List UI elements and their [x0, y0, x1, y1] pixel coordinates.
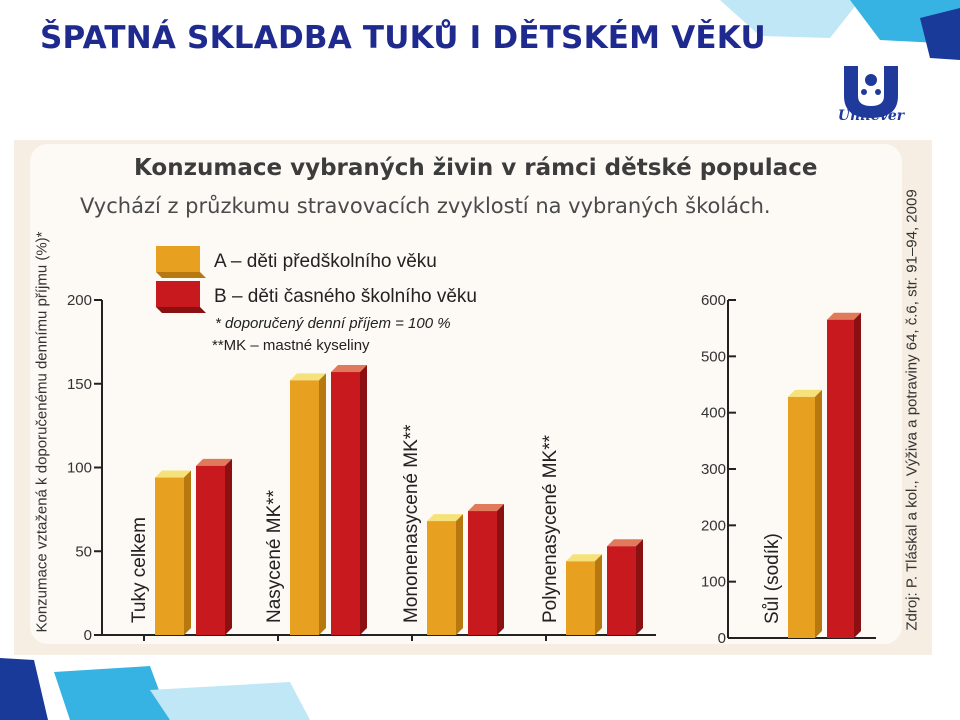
bar-b-side — [225, 458, 232, 635]
bar-b-top — [468, 504, 504, 512]
bar-a-side — [456, 514, 463, 635]
bar-b-top — [827, 312, 861, 320]
bar-b — [196, 465, 225, 635]
right-y-tick-label: 400 — [701, 405, 726, 422]
deco-light-blue-shape — [720, 0, 860, 38]
top-right-decoration — [720, 0, 960, 60]
bar-b — [607, 546, 636, 635]
right-y-tick-label: 0 — [718, 630, 726, 647]
bar-a-top — [788, 389, 822, 397]
right-y-tick-label: 600 — [701, 292, 726, 309]
deco-pale-blue-shape — [150, 682, 310, 720]
right-y-tick-label: 300 — [701, 461, 726, 478]
legend-swatch — [156, 281, 200, 307]
legend-label: B – děti časného školního věku — [214, 286, 477, 307]
bar-a-side — [595, 554, 602, 635]
left-y-tick-label: 150 — [67, 376, 92, 393]
left-y-tick-label: 100 — [67, 460, 92, 477]
bar-b-side — [854, 312, 861, 638]
deco-cyan-bottom-shape — [54, 666, 170, 720]
right-y-tick-label: 500 — [701, 348, 726, 365]
bar-b-top — [331, 365, 367, 373]
right-y-tick-label: 100 — [701, 574, 726, 591]
bar-a-top — [290, 373, 326, 381]
bar-a — [155, 477, 184, 635]
bar-b-top — [607, 539, 643, 547]
bar-b — [827, 319, 854, 638]
bar-a-top — [427, 514, 463, 522]
left-y-tick-label: 0 — [84, 627, 92, 644]
bar-a — [788, 396, 815, 638]
bar-b-side — [636, 539, 643, 635]
left-y-tick-label: 200 — [67, 292, 92, 309]
bar-a — [566, 561, 595, 635]
bar-a-side — [319, 373, 326, 635]
deco-navy-shape — [0, 658, 48, 720]
right-y-tick-label: 200 — [701, 517, 726, 534]
legend-swatch-shadow — [156, 307, 206, 313]
category-label: Nasycené MK** — [264, 489, 285, 623]
legend-label: A – děti předškolního věku — [214, 251, 437, 272]
bar-b-side — [360, 365, 367, 635]
unilever-logo-icon — [844, 66, 898, 118]
bar-a-top — [155, 470, 191, 478]
chart-subtitle: Vychází z průzkumu stravovacích zvyklost… — [80, 194, 771, 218]
bar-a-side — [815, 389, 822, 638]
chart-title: Konzumace vybraných živin v rámci dětské… — [134, 155, 818, 181]
bar-b — [468, 511, 497, 635]
slide-title: ŠPATNÁ SKLADBA TUKŮ I DĚTSKÉM VĚKU — [40, 20, 766, 56]
category-label: Sůl (sodík) — [762, 533, 783, 624]
legend-swatch-shadow — [156, 272, 206, 278]
bar-a — [290, 380, 319, 635]
deco-dark-blue-shape — [920, 8, 960, 60]
bar-b — [331, 372, 360, 635]
bar-a-top — [566, 554, 602, 562]
category-label: Mononenasycené MK** — [401, 424, 422, 623]
bottom-left-decoration — [0, 658, 310, 720]
legend-swatch — [156, 246, 200, 272]
note-fatty-acids: **MK – mastné kyseliny — [212, 337, 370, 354]
left-y-tick-label: 50 — [75, 543, 92, 560]
note-recommended-intake: * doporučený denní příjem = 100 % — [215, 315, 451, 332]
category-label: Tuky celkem — [129, 517, 150, 623]
bar-b-top — [196, 458, 232, 466]
bar-b-side — [497, 504, 504, 635]
unilever-logo-text: Unilever — [837, 108, 905, 124]
bar-a — [427, 521, 456, 635]
category-label: Polynenasycené MK** — [540, 434, 561, 623]
bar-a-side — [184, 470, 191, 635]
